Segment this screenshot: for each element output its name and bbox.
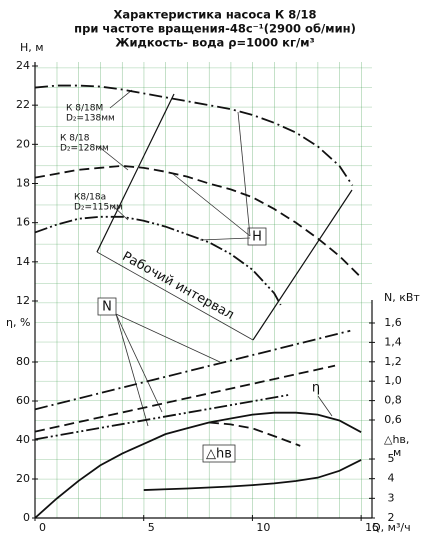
x-tick-label: 0 (39, 521, 46, 534)
title-line: Характеристика насоса К 8/18 (114, 8, 317, 22)
x-tick-label: 10 (256, 521, 270, 534)
tick-label: 0,6 (384, 413, 402, 426)
pointer (97, 145, 129, 171)
tick-label: 1,0 (384, 374, 402, 387)
curve-label: К 8/18 (60, 134, 90, 144)
tick-label: 5 (388, 452, 395, 465)
series-line (34, 84, 354, 186)
tick-label: 80 (16, 355, 30, 368)
x-tick-label: 15 (365, 521, 379, 534)
tick-label: 14 (16, 255, 30, 268)
curve-label: D₂=115мм (74, 203, 123, 213)
tick-label: 40 (16, 433, 30, 446)
y2-axis-label: N, кВт (384, 291, 420, 304)
curve-label: D₂=138мм (66, 114, 115, 124)
tick-label: 1,2 (384, 355, 402, 368)
tick-label: 3 (388, 491, 395, 504)
y3-axis-unit: м (393, 446, 401, 459)
tick-label: 4 (388, 472, 395, 485)
series-line (34, 393, 290, 441)
dh-box (202, 444, 236, 463)
eta-axis-label: η, % (6, 316, 30, 329)
curve-label: К 8/18М (66, 104, 103, 114)
annotation: N (102, 300, 112, 315)
grid-background (35, 62, 372, 518)
x-tick-label: 5 (148, 521, 155, 534)
tick-label: 1,6 (384, 316, 402, 329)
pointer (115, 313, 163, 413)
pointer (237, 111, 251, 237)
tick-label: 22 (16, 98, 30, 111)
series-line (34, 215, 282, 306)
series-line (143, 459, 362, 491)
y3-axis-label: △hв, (384, 433, 409, 446)
series-line (34, 411, 362, 519)
curve-label: D₂=128мм (60, 144, 109, 154)
pointer (199, 237, 251, 241)
series-line (34, 329, 351, 411)
series-line (208, 421, 301, 447)
tick-label: 1,4 (384, 335, 402, 348)
interval-bracket (96, 251, 254, 341)
annotation: H (252, 230, 262, 245)
pointer (109, 89, 133, 109)
annotation: η (312, 381, 320, 396)
title-line: Жидкость- вода ρ=1000 кг/м³ (115, 36, 314, 50)
pointer (115, 313, 221, 363)
title-line: при частоте вращения-48с⁻¹(2900 об/мин) (74, 22, 356, 36)
x-axis-label: Q, м³/ч (372, 521, 411, 534)
tick-label: 12 (16, 294, 30, 307)
tick-label: 60 (16, 394, 30, 407)
tick-label: 0,8 (384, 394, 402, 407)
pointer (111, 204, 129, 221)
series-line (34, 164, 362, 279)
h-box (247, 227, 267, 246)
tick-label: 24 (16, 59, 30, 72)
curve-label: К8/18а (74, 193, 106, 203)
n-box (97, 297, 117, 316)
annotation: △hв (206, 447, 232, 462)
interval-line (252, 189, 353, 341)
tick-label: 0 (23, 511, 30, 524)
series-line (34, 364, 336, 433)
tick-label: 16 (16, 216, 30, 229)
tick-label: 2 (388, 511, 395, 524)
tick-label: 20 (16, 472, 30, 485)
tick-label: 18 (16, 177, 30, 190)
y-axis-label: H, м (20, 41, 44, 54)
pointer (317, 395, 333, 417)
pointer (172, 173, 251, 237)
tick-label: 20 (16, 137, 30, 150)
interval-line (96, 93, 175, 253)
